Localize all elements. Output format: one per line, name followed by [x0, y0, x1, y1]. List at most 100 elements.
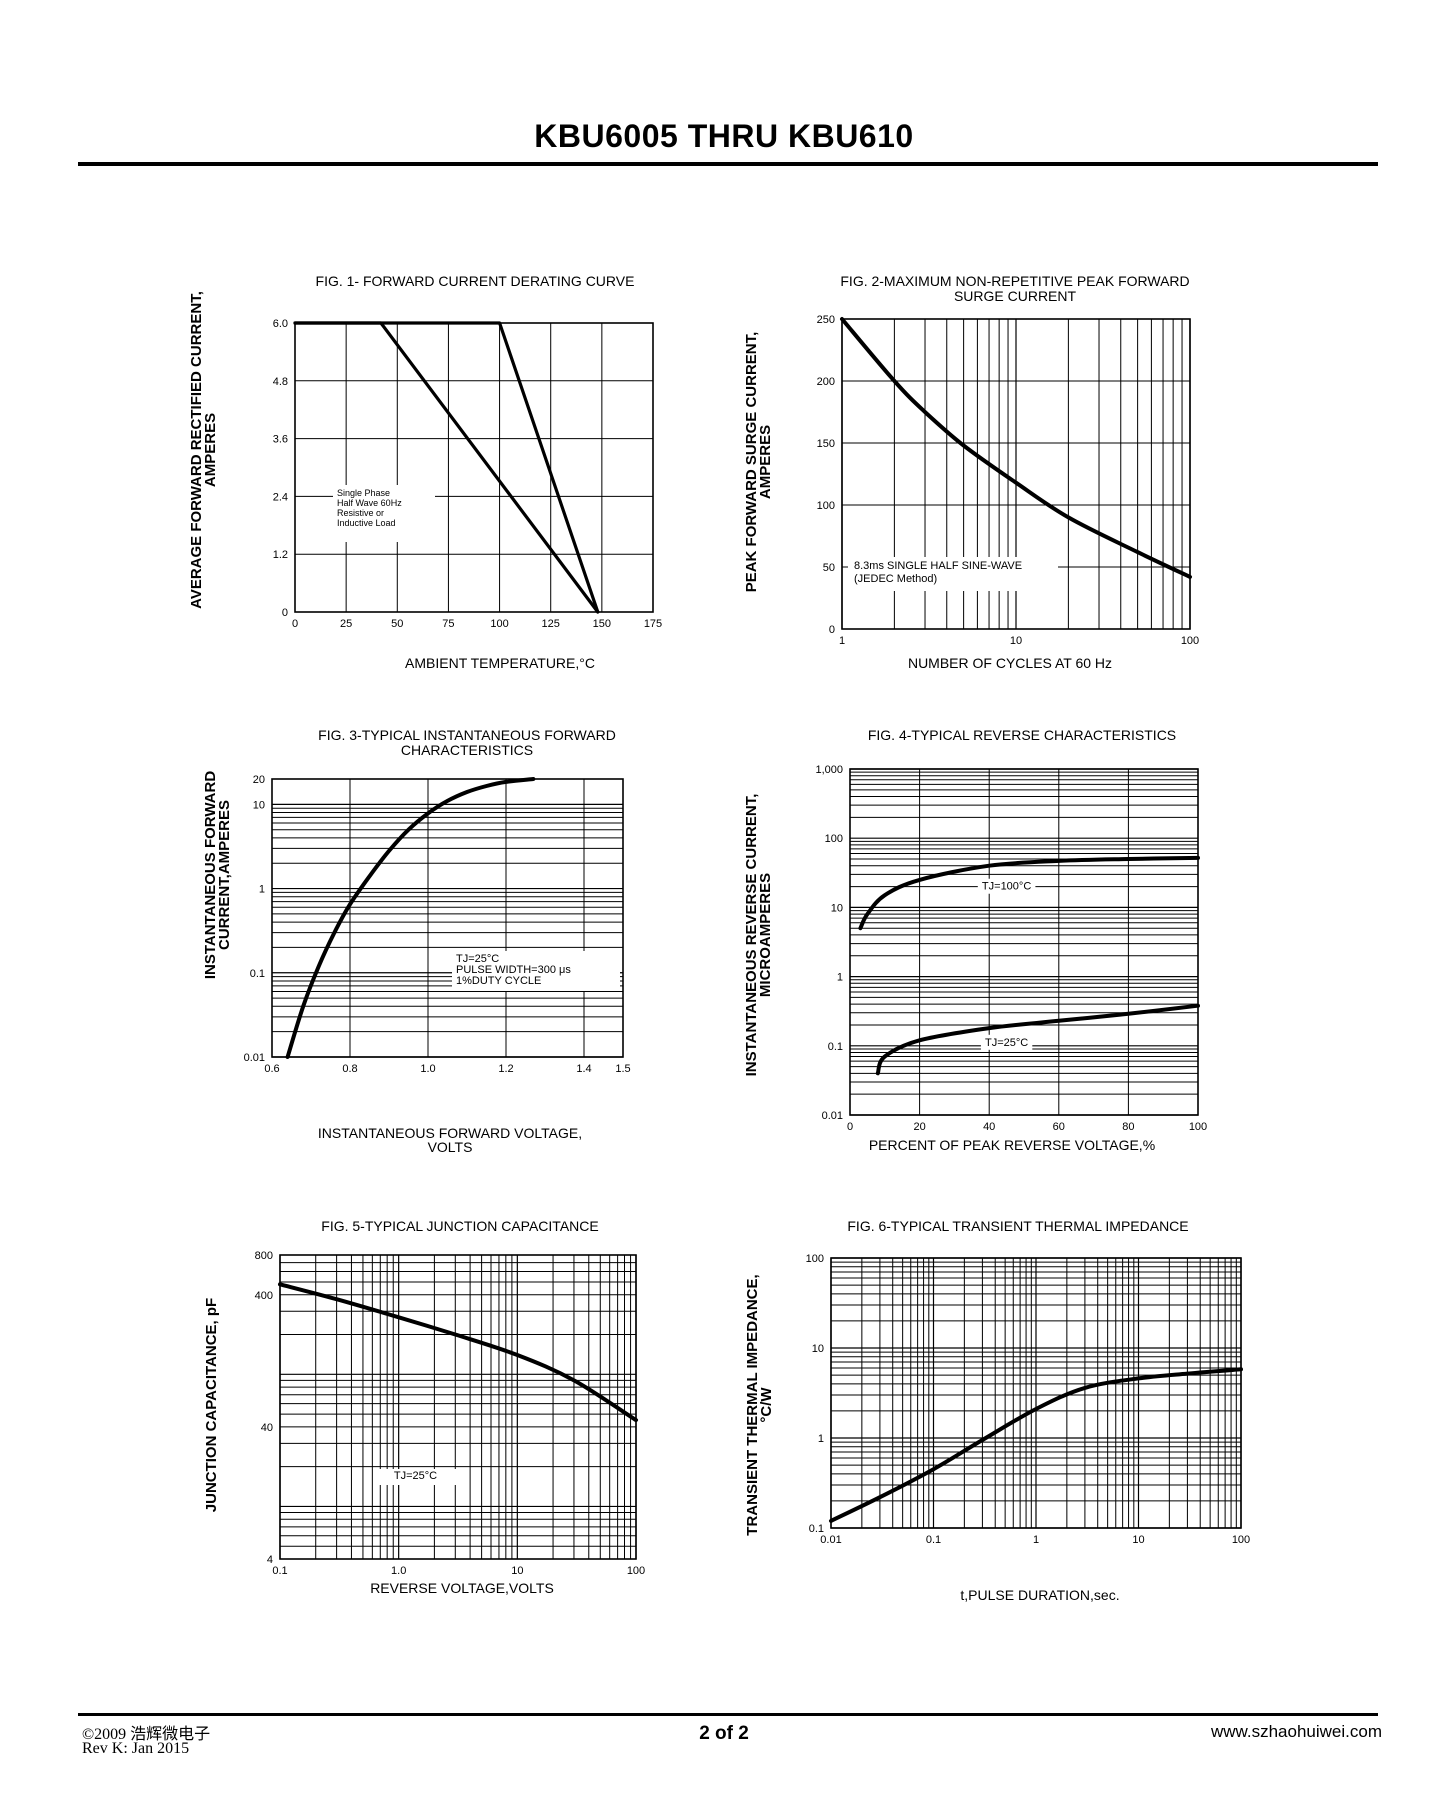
- fig4-y-tick-label: 0.01: [822, 1110, 843, 1122]
- fig1-y-tick-label: 6.0: [273, 318, 288, 330]
- fig1-x-tick-label: 25: [340, 618, 352, 630]
- fig6-x-tick-label: 1: [1033, 1534, 1039, 1546]
- fig4-y-axis-label: MICROAMPERES: [757, 873, 774, 997]
- fig6-y-axis-label: °C/W: [758, 1387, 775, 1423]
- header-rule: [78, 162, 1378, 166]
- fig5-annotation-bg: [373, 1469, 458, 1485]
- fig2-annotation: 8.3ms SINGLE HALF SINE-WAVE: [854, 560, 1022, 572]
- fig4-x-tick-label: 20: [913, 1121, 925, 1133]
- fig3-x-axis-label: VOLTS: [428, 1139, 473, 1155]
- fig2-annotation: (JEDEC Method): [854, 573, 937, 585]
- fig5-y-tick-label: 800: [255, 1250, 273, 1262]
- fig1-y-tick-label: 4.8: [273, 376, 288, 388]
- fig1-x-tick-label: 0: [292, 618, 298, 630]
- fig6-plot-frame: [830, 1257, 1242, 1529]
- fig4-x-tick-label: 0: [847, 1121, 853, 1133]
- fig3-x-tick-label: 1.2: [498, 1063, 513, 1075]
- fig6-title: FIG. 6-TYPICAL TRANSIENT THERMAL IMPEDAN…: [847, 1218, 1188, 1234]
- fig3-y-tick-label: 1: [259, 884, 265, 896]
- fig4-y-tick-label: 1: [837, 972, 843, 984]
- fig1-y-tick-label: 0: [282, 607, 288, 619]
- fig2-y-tick-label: 150: [817, 438, 835, 450]
- fig3-title: CHARACTERISTICS: [401, 742, 533, 758]
- fig1-y-axis-label: AVERAGE FORWARD RECTIFIED CURRENT,: [188, 291, 205, 609]
- fig3-x-tick-label: 0.6: [264, 1063, 279, 1075]
- fig5-y-axis-label: JUNCTION CAPACITANCE, pF: [203, 1298, 220, 1512]
- fig6-grid: [830, 1257, 1242, 1529]
- fig1-annotation-bg: [333, 485, 435, 542]
- fig4-y-tick-label: 10: [831, 902, 843, 914]
- fig2-y-tick-label: 0: [829, 624, 835, 636]
- fig4-plot-frame: [849, 768, 1199, 1116]
- fig3-y-tick-label: 10: [253, 799, 265, 811]
- fig3-x-tick-label: 1.4: [576, 1063, 591, 1075]
- fig1-y-axis-label: AMPERES: [202, 413, 219, 487]
- footer-revision: Rev K: Jan 2015: [82, 1740, 190, 1757]
- fig2-y-tick-label: 100: [817, 500, 835, 512]
- fig6-x-tick-label: 10: [1132, 1534, 1144, 1546]
- fig1-series-2-line: [293, 321, 600, 614]
- fig5-annotation: TJ=25°C: [394, 1470, 437, 1482]
- fig3-y-axis-label: INSTANTANEOUS FORWARD: [202, 771, 219, 979]
- fig5-y-tick-label: 400: [255, 1290, 273, 1302]
- fig6-x-tick-label: 100: [1232, 1534, 1250, 1546]
- fig3-y-axis-label: CURRENT,AMPERES: [216, 800, 233, 950]
- fig1-x-axis-label: AMBIENT TEMPERATURE,°C: [405, 655, 595, 671]
- fig5-x-axis-label: REVERSE VOLTAGE,VOLTS: [370, 1580, 554, 1596]
- fig1-x-tick-label: 125: [542, 618, 560, 630]
- fig1-chart: 0 25 50 75 100 125 150 175 0 1.2 2.4 3.6 4.8 6.0 FIG. …: [188, 273, 662, 671]
- fig5-series-1-line: [278, 1282, 638, 1423]
- fig6-y-tick-label: 1: [818, 1433, 824, 1445]
- fig3-y-tick-label: 0.01: [244, 1052, 265, 1064]
- fig4-series-label-bg: [980, 1034, 1033, 1050]
- page-title: KBU6005 THRU KBU610: [534, 118, 914, 154]
- fig4-series-label: TJ=25°C: [985, 1037, 1028, 1049]
- fig2-y-axis-label: PEAK FORWARD SURGE CURRENT,: [743, 332, 760, 593]
- fig2-x-tick-label: 10: [1010, 635, 1022, 647]
- fig5-x-tick-label: 10: [511, 1565, 523, 1577]
- fig3-x-tick-label: 1.0: [420, 1063, 435, 1075]
- fig4-x-tick-label: 100: [1189, 1121, 1207, 1133]
- fig4-x-tick-label: 80: [1122, 1121, 1134, 1133]
- fig1-grid: [294, 322, 654, 613]
- fig4-grid: [849, 768, 1199, 1116]
- fig5-chart: 0.1 1.0 10 100 4 40 400 800 FIG. 5-TYPICAL JUNCT…: [203, 1218, 645, 1596]
- fig4-x-tick-label: 60: [1053, 1121, 1065, 1133]
- fig4-y-tick-label: 100: [825, 833, 843, 845]
- fig1-annotation: Inductive Load: [337, 518, 396, 528]
- fig1-x-tick-label: 100: [490, 618, 508, 630]
- fig2-y-tick-label: 250: [817, 314, 835, 326]
- fig5-grid: [279, 1254, 637, 1560]
- fig1-x-tick-label: 75: [442, 618, 454, 630]
- fig1-annotation: Half Wave 60Hz: [337, 498, 402, 508]
- fig6-y-axis-label: TRANSIENT THERMAL IMPEDANCE,: [744, 1274, 761, 1535]
- fig5-y-tick-label: 4: [267, 1554, 273, 1566]
- fig3-y-tick-label: 20: [253, 774, 265, 786]
- fig6-x-axis-label: t,PULSE DURATION,sec.: [960, 1587, 1119, 1603]
- footer-page-number: 2 of 2: [699, 1723, 749, 1744]
- fig3-annotation-bg: [452, 951, 620, 991]
- footer-copyright: ©2009 浩辉微电子: [82, 1726, 211, 1743]
- fig2-annotation-bg: [848, 557, 1058, 591]
- fig3-annotation: PULSE WIDTH=300 μs: [456, 964, 571, 976]
- fig2-x-tick-label: 1: [839, 635, 845, 647]
- fig1-title: FIG. 1- FORWARD CURRENT DERATING CURVE: [316, 273, 635, 289]
- fig4-chart: 0 20 40 60 80 100 0.01 0.1 1 10 100 1,000 FIG. 4-TYP…: [743, 727, 1207, 1153]
- fig1-plot-frame: [294, 322, 654, 613]
- fig3-x-tick-label: 1.5: [615, 1063, 630, 1075]
- fig3-x-axis-label: INSTANTANEOUS FORWARD VOLTAGE,: [318, 1125, 582, 1141]
- fig3-chart: 0.6 0.8 1.0 1.2 1.4 1.5 0.01 0.1 1 10 20 FIG. 3-TYP…: [202, 727, 631, 1155]
- fig1-annotation: Single Phase: [337, 488, 390, 498]
- fig4-series-label: TJ=100°C: [982, 881, 1031, 893]
- fig2-y-tick-label: 200: [817, 376, 835, 388]
- fig6-x-tick-label: 0.01: [820, 1534, 841, 1546]
- fig1-annotation: Resistive or: [337, 508, 384, 518]
- fig2-plot-frame: [841, 318, 1191, 630]
- fig3-series-1-line: [285, 777, 536, 1059]
- fig4-title: FIG. 4-TYPICAL REVERSE CHARACTERISTICS: [868, 727, 1176, 743]
- fig4-y-tick-label: 1,000: [815, 764, 843, 776]
- fig3-x-tick-label: 0.8: [342, 1063, 357, 1075]
- fig2-x-tick-label: 100: [1181, 635, 1199, 647]
